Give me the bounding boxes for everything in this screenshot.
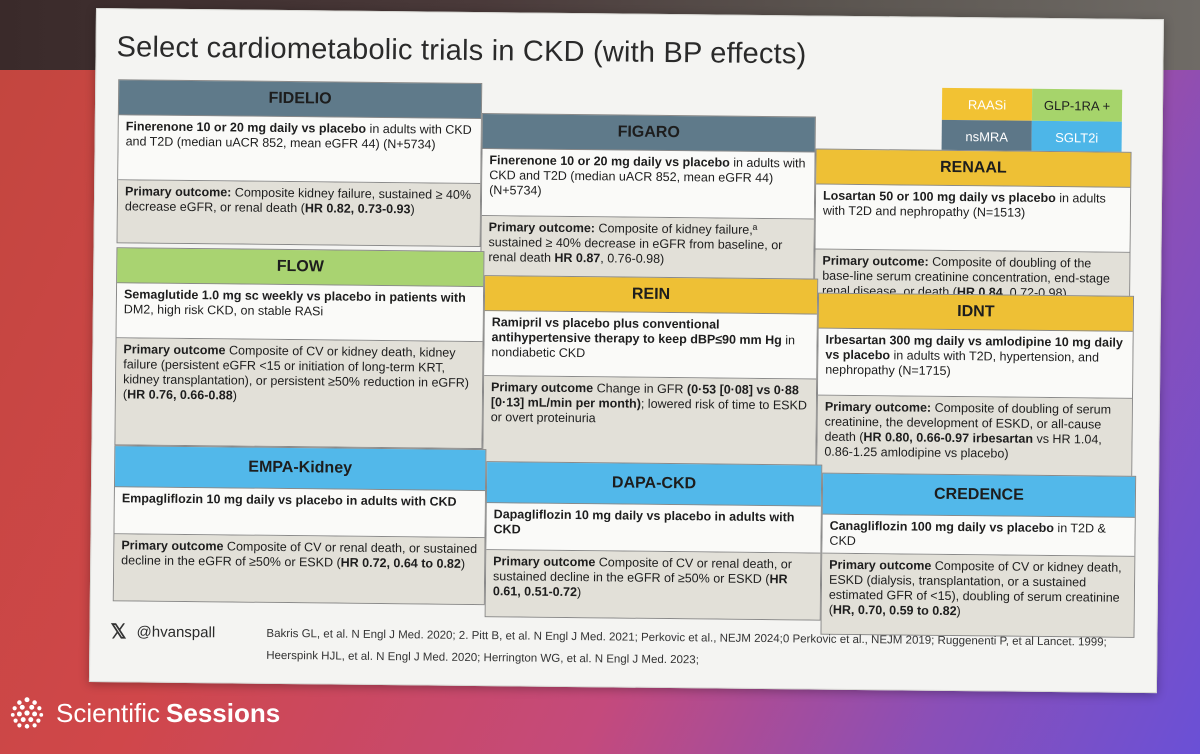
outcome-end: , 0.76-0.98) <box>600 251 665 266</box>
trial-card-dapa-ckd: DAPA-CKD Dapagliflozin 10 mg daily vs pl… <box>484 461 823 621</box>
outcome-label: Primary outcome <box>490 380 594 396</box>
outcome-label: Primary outcome <box>123 342 226 358</box>
trial-design: Canagliflozin 100 mg daily vs placebo in… <box>822 514 1135 557</box>
handle-text: @hvanspall <box>136 623 216 642</box>
trial-name: REIN <box>484 276 818 315</box>
design-rest: DM2, high risk CKD, on stable RASi <box>123 302 324 319</box>
outcome-label: Primary outcome: <box>822 253 929 269</box>
trial-design: Losartan 50 or 100 mg daily vs placebo i… <box>815 184 1131 253</box>
trial-design: Finerenone 10 or 20 mg daily vs placebo … <box>481 149 815 220</box>
legend-nsmra: nsMRA <box>941 119 1032 153</box>
references: Bakris GL, et al. N Engl J Med. 2020; 2.… <box>266 623 1146 676</box>
outcome-hr: HR 0.87 <box>554 250 601 266</box>
legend-raasi: RAASi <box>941 87 1033 121</box>
design-bold: Empagliflozin 10 mg daily vs placebo in … <box>121 491 457 509</box>
social-handle: 𝕏 @hvanspall <box>110 619 215 645</box>
design-bold: Dapagliflozin 10 mg daily vs placebo in … <box>493 507 795 537</box>
outcome-label: Primary outcome: <box>125 184 232 200</box>
outcome-label: Primary outcome <box>829 557 932 573</box>
trial-name: DAPA-CKD <box>486 462 822 507</box>
slide-title: Select cardiometabolic trials in CKD (wi… <box>116 31 807 71</box>
trial-design: Dapagliflozin 10 mg daily vs placebo in … <box>486 503 821 554</box>
trial-outcome: Primary outcome Composite of CV or renal… <box>113 534 485 605</box>
outcome-end: ) <box>576 585 582 600</box>
outcome-hr: HR 0.72, 0.64 to 0.82 <box>340 555 461 571</box>
outcome-text: Change in GFR <box>593 381 688 397</box>
trial-design: Finerenone 10 or 20 mg daily vs placebo … <box>118 115 481 185</box>
trial-outcome: Primary outcome: Composite kidney failur… <box>117 180 481 247</box>
legend-sglt2i: SGLT2i <box>1031 120 1122 154</box>
conference-brand: Scientific Sessions <box>8 694 280 732</box>
trial-outcome: Primary outcome: Composite of kidney fai… <box>481 216 814 284</box>
outcome-end: ) <box>410 202 415 217</box>
legend-glp1ra: GLP-1RA + <box>1031 88 1123 122</box>
design-bold: Finerenone 10 or 20 mg daily vs placebo <box>489 153 730 170</box>
trial-outcome: Primary outcome Composite of CV or kidne… <box>115 338 483 449</box>
trial-card-figaro: FIGARO Finerenone 10 or 20 mg daily vs p… <box>480 113 816 285</box>
trial-design: Semaglutide 1.0 mg sc weekly vs placebo … <box>116 283 484 343</box>
trial-card-flow: FLOW Semaglutide 1.0 mg sc weekly vs pla… <box>114 247 485 450</box>
outcome-end: ) <box>956 604 961 619</box>
outcome-end: ) <box>232 388 237 403</box>
outcome-label: Primary outcome <box>493 554 596 570</box>
trial-name: IDNT <box>818 293 1134 332</box>
x-logo-icon: 𝕏 <box>110 621 127 644</box>
presentation-slide: Select cardiometabolic trials in CKD (wi… <box>88 8 1164 694</box>
trial-name: FIGARO <box>482 114 815 153</box>
outcome-label: Primary outcome <box>121 538 224 554</box>
trial-name: FLOW <box>117 248 484 288</box>
trial-name: CREDENCE <box>822 473 1136 518</box>
design-bold: Ramipril vs placebo plus conventional an… <box>491 315 782 348</box>
trial-design: Empagliflozin 10 mg daily vs placebo in … <box>114 487 485 539</box>
brand-word-2: Sessions <box>166 697 281 728</box>
outcome-label: Primary outcome: <box>488 220 596 236</box>
trial-card-fidelio: FIDELIO Finerenone 10 or 20 mg daily vs … <box>116 79 483 248</box>
trial-card-rein: REIN Ramipril vs placebo plus convention… <box>482 275 819 485</box>
trial-design: Irbesartan 300 mg daily vs amlodipine 10… <box>817 328 1133 399</box>
trial-name: FIDELIO <box>118 80 482 120</box>
outcome-hr: HR 0.76, 0.66-0.88 <box>127 387 233 403</box>
outcome-hr: HR 0.82, 0.73-0.93 <box>304 201 411 217</box>
trial-name: EMPA-Kidney <box>114 446 486 492</box>
trial-name: RENAAL <box>816 149 1131 188</box>
trial-outcome: Primary outcome Composite of CV or kidne… <box>821 553 1135 637</box>
outcome-hr: HR 0.80, 0.66-0.97 irbesartan <box>863 430 1034 446</box>
trial-outcome: Primary outcome Composite of CV or renal… <box>485 550 821 620</box>
trial-card-idnt: IDNT Irbesartan 300 mg daily vs amlodipi… <box>816 292 1135 490</box>
outcome-label: Primary outcome: <box>824 399 932 415</box>
trial-card-credence: CREDENCE Canagliflozin 100 mg daily vs p… <box>820 472 1137 638</box>
trial-card-empa-kidney: EMPA-Kidney Empagliflozin 10 mg daily vs… <box>112 445 487 606</box>
drug-class-legend: RAASi GLP-1RA + nsMRA SGLT2i <box>941 87 1123 154</box>
globe-dots-logo-icon <box>10 697 44 729</box>
brand-word-1: Scientific <box>56 697 161 728</box>
design-bold: Losartan 50 or 100 mg daily vs placebo <box>823 188 1056 206</box>
design-bold: Canagliflozin 100 mg daily vs placebo <box>829 518 1055 536</box>
trial-design: Ramipril vs placebo plus conventional an… <box>484 311 817 380</box>
outcome-end: ) <box>460 556 466 571</box>
outcome-hr: HR, 0.70, 0.59 to 0.82 <box>832 602 957 619</box>
design-bold: Finerenone 10 or 20 mg daily vs placebo <box>125 119 367 136</box>
